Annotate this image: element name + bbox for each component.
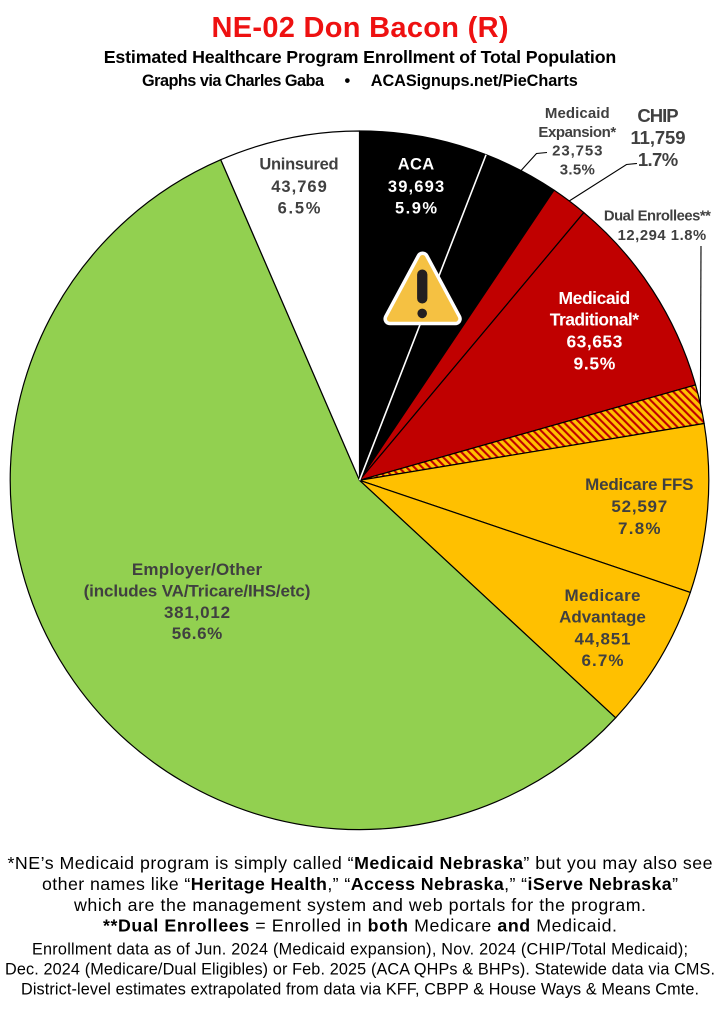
svg-text:63,653: 63,653 (567, 332, 623, 352)
svg-text:43,769: 43,769 (271, 178, 327, 196)
svg-text:ACASignups.net/PieCharts: ACASignups.net/PieCharts (371, 72, 578, 90)
svg-text:*NE’s Medicaid program is simp: *NE’s Medicaid program is simply called … (8, 853, 713, 873)
svg-text:Traditional*: Traditional* (550, 310, 639, 330)
svg-text:which are the management syste: which are the management system and web … (73, 895, 646, 915)
svg-text:381,012: 381,012 (164, 603, 230, 622)
svg-text:Dec. 2024 (Medicare/Dual Eligi: Dec. 2024 (Medicare/Dual Eligibles) or F… (5, 961, 715, 979)
svg-text:Employer/Other: Employer/Other (132, 560, 263, 579)
svg-text:Medicaid: Medicaid (545, 105, 610, 122)
svg-text:39,693: 39,693 (388, 178, 444, 196)
svg-text:11,759: 11,759 (631, 127, 686, 148)
svg-text:Enrollment data as of Jun. 202: Enrollment data as of Jun. 2024 (Medicai… (32, 941, 688, 959)
svg-text:CHIP: CHIP (637, 105, 678, 126)
svg-text:ACA: ACA (398, 156, 434, 174)
svg-text:Expansion*: Expansion* (538, 124, 616, 141)
svg-text:NE-02 Don Bacon (R): NE-02 Don Bacon (R) (212, 12, 509, 44)
svg-text:Advantage: Advantage (559, 608, 646, 627)
svg-text:Medicare: Medicare (565, 586, 641, 605)
svg-text:1.7%: 1.7% (638, 149, 678, 170)
svg-text:other names like “Heritage Hea: other names like “Heritage Health,” “Acc… (42, 874, 678, 894)
svg-text:56.6%: 56.6% (172, 624, 223, 643)
svg-text:Uninsured: Uninsured (259, 156, 338, 174)
svg-text:(includes VA/Tricare/IHS/etc): (includes VA/Tricare/IHS/etc) (84, 581, 311, 600)
svg-text:**Dual Enrollees = Enrolled in: **Dual Enrollees = Enrolled in both Medi… (103, 916, 617, 936)
svg-text:12,294 1.8%: 12,294 1.8% (618, 228, 707, 244)
svg-text:3.5%: 3.5% (560, 161, 595, 178)
svg-text:Medicare FFS: Medicare FFS (585, 475, 693, 494)
svg-text:9.5%: 9.5% (574, 353, 616, 373)
svg-text:6.5%: 6.5% (278, 199, 321, 217)
svg-text:5.9%: 5.9% (395, 199, 437, 217)
svg-text:Graphs via Charles Gaba: Graphs via Charles Gaba (142, 72, 325, 90)
svg-text:Dual Enrollees**: Dual Enrollees** (604, 208, 711, 224)
svg-text:7.8%: 7.8% (618, 519, 661, 538)
svg-text:District-level estimates extra: District-level estimates extrapolated fr… (21, 981, 699, 999)
svg-text:•: • (344, 72, 350, 90)
svg-text:44,851: 44,851 (575, 629, 631, 648)
svg-text:52,597: 52,597 (611, 497, 667, 516)
svg-text:Medicaid: Medicaid (559, 288, 631, 308)
svg-text:Estimated Healthcare Program E: Estimated Healthcare Program Enrollment … (104, 47, 617, 67)
svg-text:6.7%: 6.7% (582, 651, 624, 670)
svg-text:23,753: 23,753 (552, 143, 602, 160)
